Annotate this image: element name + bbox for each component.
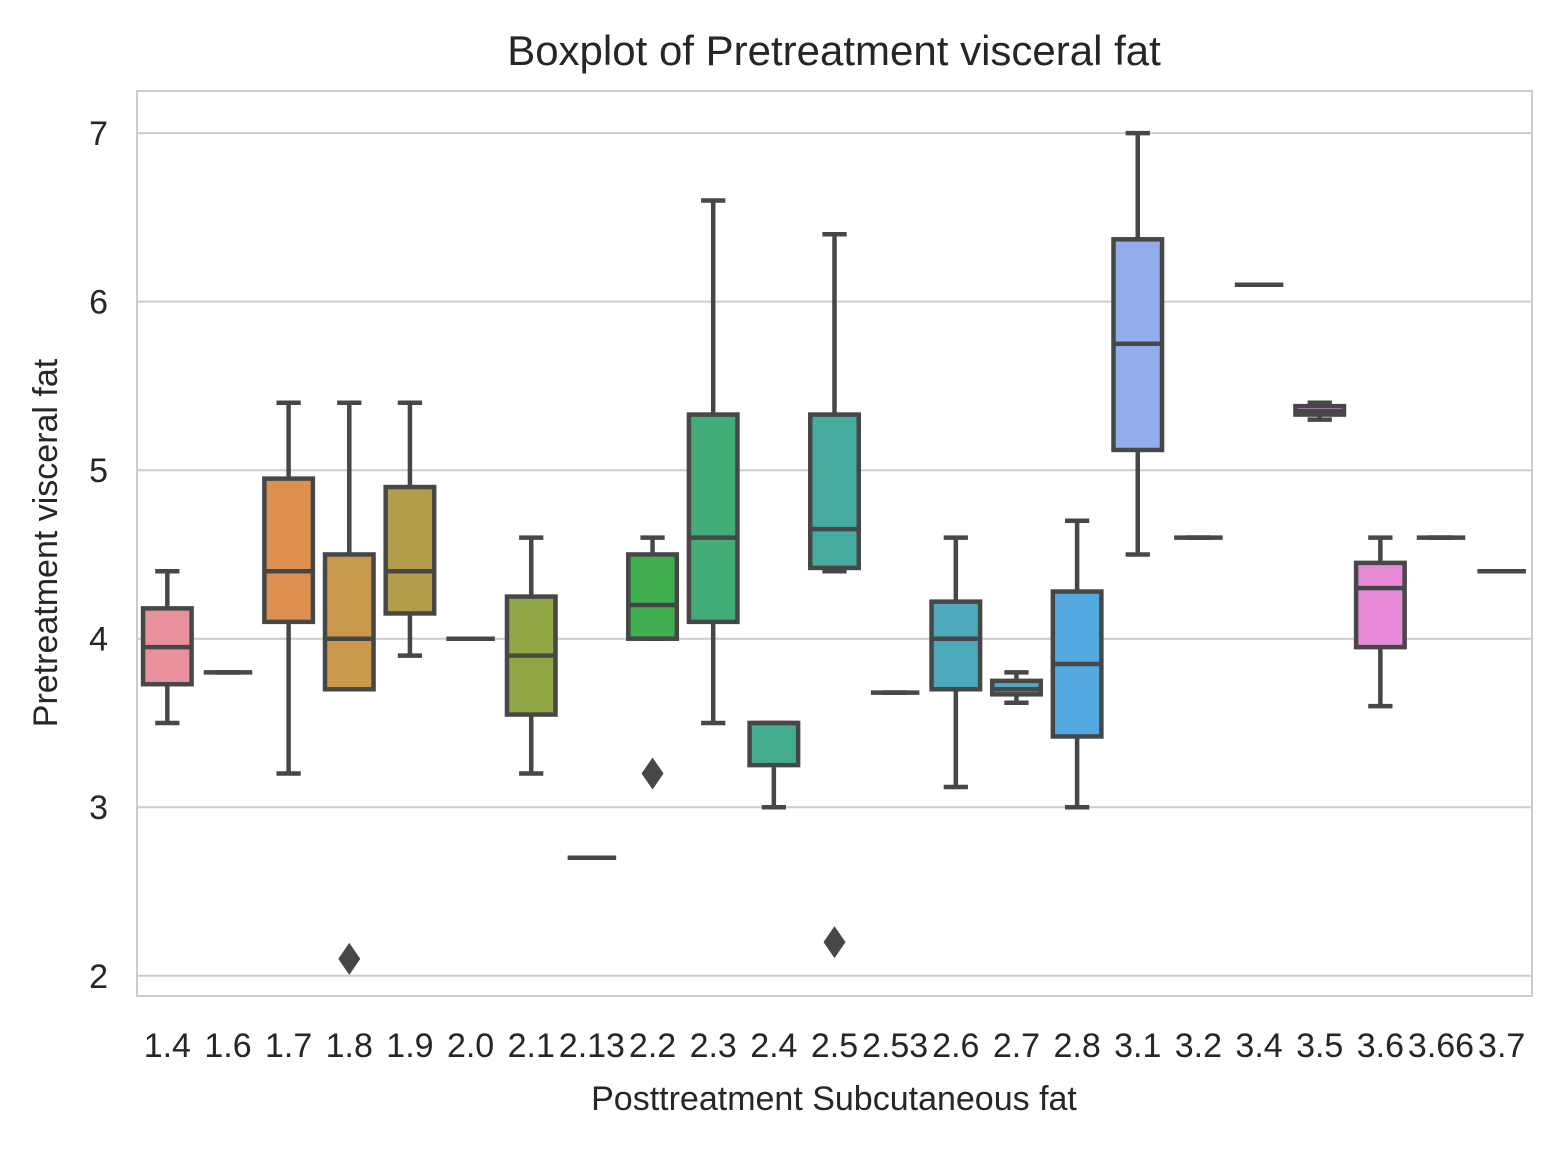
box-group-1.9	[383, 400, 437, 658]
box-group-2.4	[747, 720, 801, 810]
box-1.8	[322, 552, 376, 692]
x-tick-label-2.5: 2.5	[811, 1027, 858, 1065]
outlier-2.2-0	[641, 757, 664, 790]
x-tick-label-2.8: 2.8	[1053, 1027, 1100, 1065]
x-tick-label-3.66: 3.66	[1408, 1027, 1474, 1065]
x-tick-label-3.5: 3.5	[1296, 1027, 1343, 1065]
x-tick-labels: 1.4 1.6 1.7 1.8 1.9 2.0 2.1 2.13 2.2 2.3 2.4 2.5 2.5…	[144, 1027, 1526, 1065]
x-tick-label-2.2: 2.2	[629, 1027, 676, 1065]
x-tick-label-1.7: 1.7	[265, 1027, 312, 1065]
y-tick-label-7: 7	[89, 115, 108, 153]
x-tick-label-2.3: 2.3	[690, 1027, 737, 1065]
x-tick-label-2.0: 2.0	[447, 1027, 494, 1065]
y-tick-labels: 2 3 4 5 6 7	[89, 115, 108, 996]
box-group-2.7	[989, 670, 1043, 706]
y-axis-label: Pretreatment visceral fat	[27, 358, 65, 727]
y-tick-label-3: 3	[89, 789, 108, 827]
box-group-2.5	[807, 231, 862, 959]
x-tick-label-2.6: 2.6	[932, 1027, 979, 1065]
box-group-2.2	[626, 535, 680, 790]
x-tick-label-2.53: 2.53	[862, 1027, 928, 1065]
box-group-1.7	[262, 400, 316, 776]
box-group-2.1	[504, 535, 558, 776]
outlier-1.8-0	[338, 942, 361, 975]
box-2.6	[929, 599, 983, 692]
box-3.6	[1353, 560, 1407, 650]
box-group-3.5	[1293, 400, 1347, 422]
box-group-1.8	[322, 400, 376, 975]
x-tick-label-1.9: 1.9	[386, 1027, 433, 1065]
box-2.5	[807, 412, 862, 571]
box-1.7	[262, 476, 316, 625]
x-tick-label-1.8: 1.8	[326, 1027, 373, 1065]
x-tick-label-1.4: 1.4	[144, 1027, 191, 1065]
y-tick-label-4: 4	[89, 621, 108, 659]
box-group-2.8	[1050, 518, 1104, 810]
x-tick-label-1.6: 1.6	[204, 1027, 251, 1065]
box-group-1.4	[140, 569, 194, 726]
x-tick-label-2.13: 2.13	[559, 1027, 625, 1065]
x-tick-label-3.2: 3.2	[1175, 1027, 1222, 1065]
x-tick-label-3.4: 3.4	[1235, 1027, 1282, 1065]
box-2.4	[747, 720, 801, 768]
y-tick-label-5: 5	[89, 452, 108, 490]
y-tick-label-2: 2	[89, 958, 108, 996]
outlier-2.5-0	[823, 926, 846, 959]
x-axis-label: Posttreatment Subcutaneous fat	[591, 1080, 1077, 1118]
x-tick-label-3.1: 3.1	[1114, 1027, 1161, 1065]
x-tick-label-2.4: 2.4	[750, 1027, 797, 1065]
x-tick-label-2.7: 2.7	[993, 1027, 1040, 1065]
chart-title: Boxplot of Pretreatment visceral fat	[507, 27, 1161, 74]
box-2.3	[686, 412, 740, 625]
x-tick-label-3.6: 3.6	[1357, 1027, 1404, 1065]
box-group-3.6	[1353, 535, 1407, 709]
plot-frame	[136, 90, 1533, 997]
box-group-2.3	[686, 198, 740, 726]
box-2.2	[626, 552, 680, 641]
x-tick-label-2.1: 2.1	[508, 1027, 555, 1065]
box-series	[140, 130, 1526, 975]
box-1.9	[383, 484, 437, 616]
box-group-2.6	[929, 535, 983, 790]
y-tick-label-6: 6	[89, 284, 108, 322]
x-tick-label-3.7: 3.7	[1478, 1027, 1525, 1065]
box-group-3.1	[1111, 130, 1165, 557]
